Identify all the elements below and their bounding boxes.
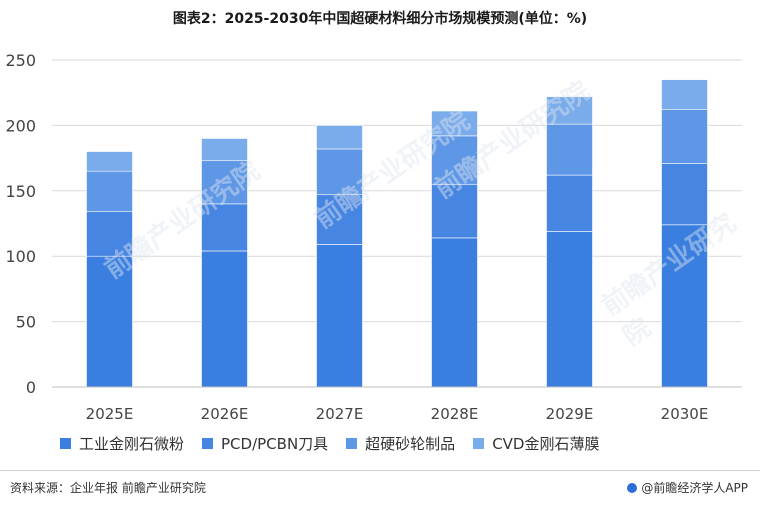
source-note: 资料来源：企业年报 前瞻产业研究院 — [10, 481, 206, 495]
legend-item: CVD金刚石薄膜 — [473, 433, 599, 454]
bar-segment — [201, 160, 248, 205]
bar-segment — [546, 96, 593, 125]
bar-segment — [201, 250, 248, 388]
bar-segment — [86, 211, 133, 257]
brand-credit: @前瞻经济学人APP — [627, 479, 748, 496]
bar-segment — [546, 174, 593, 232]
bar-segment — [86, 151, 133, 172]
bar-segment — [431, 183, 478, 239]
legend: 工业金刚石微粉 PCD/PCBN刀具 超硬砂轮制品 CVD金刚石薄膜 — [60, 430, 599, 456]
bar-segment — [546, 123, 593, 176]
gridlines — [52, 59, 742, 388]
bar-segment — [316, 194, 363, 245]
legend-label: PCD/PCBN刀具 — [221, 434, 329, 453]
legend-swatch — [346, 437, 358, 449]
x-tick-label: 2030E — [661, 405, 709, 423]
bar-segment — [201, 138, 248, 162]
bar-segment — [316, 125, 363, 150]
legend-label: 工业金刚石微粉 — [79, 434, 185, 453]
legend-swatch — [202, 437, 214, 449]
y-axis: 0 50 100 150 200 250 — [5, 51, 36, 397]
bar-segment — [661, 163, 708, 226]
bar-segment — [431, 110, 478, 137]
bar-segment — [661, 224, 708, 388]
y-tick-label: 150 — [5, 182, 36, 201]
legend-swatch — [473, 437, 485, 449]
bars — [86, 79, 708, 388]
y-tick-label: 250 — [5, 51, 36, 70]
x-tick-label: 2028E — [431, 405, 479, 423]
legend-item: PCD/PCBN刀具 — [202, 433, 328, 454]
bar-segment — [431, 135, 478, 185]
bar-segment — [661, 79, 708, 111]
chart-title: 图表2：2025-2030年中国超硬材料细分市场规模预测(单位：%) — [172, 11, 588, 27]
brand-label: @前瞻经济学人APP — [641, 481, 748, 495]
legend-item: 超硬砂轮制品 — [346, 433, 455, 454]
bar-segment — [661, 109, 708, 164]
y-tick-label: 100 — [5, 247, 36, 266]
bar-segment — [316, 244, 363, 388]
bar-segment — [201, 203, 248, 252]
y-tick-label: 0 — [26, 378, 36, 397]
y-tick-label: 50 — [16, 313, 36, 332]
legend-swatch — [60, 437, 71, 449]
bar-segment — [546, 231, 593, 388]
bar-segment — [431, 237, 478, 388]
bar-segment — [86, 255, 133, 388]
x-axis: 2025E 2026E 2027E 2028E 2029E 2030E — [52, 386, 742, 423]
bar-segment — [86, 170, 133, 213]
bar-segment — [316, 148, 363, 196]
x-tick-label: 2026E — [201, 405, 249, 423]
stacked-bar-chart: 0 50 100 150 200 250 2025E 2026E 2027E 2028E 2029… — [5, 51, 742, 423]
x-tick-label: 2027E — [316, 405, 364, 423]
legend-label: 超硬砂轮制品 — [365, 434, 456, 453]
legend-item: 工业金刚石微粉 — [60, 433, 184, 454]
footer: 资料来源：企业年报 前瞻产业研究院 @前瞻经济学人APP — [0, 470, 760, 505]
y-tick-label: 200 — [5, 116, 36, 135]
x-tick-label: 2025E — [86, 405, 134, 423]
brand-logo-icon — [627, 483, 638, 493]
legend-label: CVD金刚石薄膜 — [492, 434, 600, 453]
x-tick-label: 2029E — [546, 405, 594, 423]
